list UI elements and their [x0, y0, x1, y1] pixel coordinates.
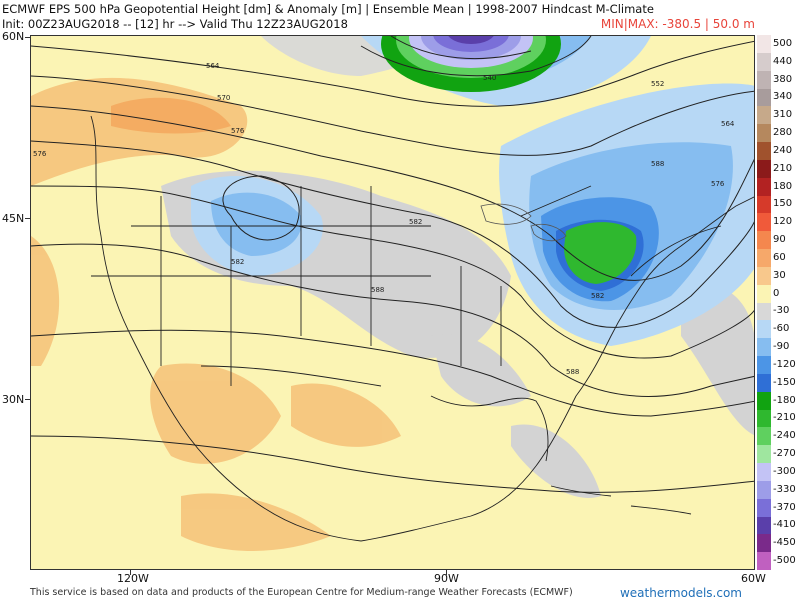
init-valid-time: Init: 00Z23AUG2018 -- [12] hr --> Valid …	[2, 17, 348, 31]
map-title: ECMWF EPS 500 hPa Geopotential Height [d…	[2, 2, 654, 16]
contour-label: 582	[591, 292, 604, 300]
colorbar-cell	[757, 356, 771, 374]
contour-label: 588	[651, 160, 664, 168]
colorbar-cell	[757, 177, 771, 196]
colorbar-cell	[757, 463, 771, 481]
colorbar-label: -180	[773, 394, 796, 406]
lat-tick	[25, 399, 30, 400]
green-anomaly-core	[564, 222, 637, 284]
colorbar-label: 180	[773, 180, 793, 192]
contour-label: 576	[231, 127, 245, 135]
colorbar-label: 440	[773, 55, 793, 67]
brand-link[interactable]: weathermodels.com	[619, 586, 742, 600]
height-contours	[31, 36, 754, 493]
colorbar-cell	[757, 498, 771, 517]
colorbar-cell	[757, 427, 771, 446]
lon-label-120w: 120W	[117, 572, 149, 585]
anomaly-colorbar	[757, 35, 771, 571]
colorbar-label: 30	[773, 269, 786, 281]
colorbar-cell	[757, 70, 771, 89]
colorbar-label: 60	[773, 251, 786, 263]
colorbar-label: -150	[773, 376, 796, 388]
contour-label: 570	[217, 94, 230, 102]
lat-tick	[25, 218, 30, 219]
contour-label: 540	[483, 74, 496, 82]
colorbar-label: 280	[773, 127, 793, 139]
colorbar-cell	[757, 195, 771, 214]
colorbar-cell	[757, 213, 771, 232]
colorbar-label: -300	[773, 465, 796, 477]
colorbar-label: -120	[773, 358, 796, 370]
contour-label: 588	[566, 368, 579, 376]
colorbar-cell	[757, 373, 771, 392]
contour-label: 588	[371, 286, 384, 294]
colorbar-cell	[757, 124, 771, 143]
lon-label-60w: 60W	[741, 572, 766, 585]
colorbar-label: -60	[773, 323, 790, 335]
contour-label: 582	[409, 218, 422, 226]
colorbar-cell	[757, 409, 771, 428]
min-max-readout: MIN|MAX: -380.5 | 50.0 m	[600, 17, 755, 31]
colorbar-cell	[757, 35, 771, 53]
colorbar-label: -270	[773, 448, 796, 460]
colorbar-label: 380	[773, 73, 793, 85]
colorbar-cell	[757, 480, 771, 499]
colorbar-label: 210	[773, 162, 793, 174]
colorbar-cell	[757, 159, 771, 178]
colorbar-cell	[757, 391, 771, 410]
colorbar-cell	[757, 445, 771, 464]
lat-label-45n: 45N	[2, 212, 25, 225]
colorbar-cell	[757, 231, 771, 250]
colorbar-cell	[757, 534, 771, 553]
great-lakes	[480, 203, 567, 242]
colorbar-cell	[757, 52, 771, 71]
ecmwf-credit: This service is based on data and produc…	[30, 587, 573, 598]
colorbar-label: -210	[773, 412, 796, 424]
lat-label-60n: 60N	[2, 30, 25, 43]
colorbar-label: -500	[773, 555, 796, 567]
colorbar-cell	[757, 516, 771, 535]
colorbar-label: -450	[773, 537, 796, 549]
coastlines-borders	[90, 115, 754, 542]
colorbar-cell	[757, 106, 771, 125]
colorbar-label: 0	[773, 287, 780, 299]
colorbar-label: 310	[773, 109, 793, 121]
colorbar-label: 90	[773, 234, 786, 246]
lat-label-30n: 30N	[2, 393, 25, 406]
contour-label: 552	[651, 80, 664, 88]
colorbar-label: -330	[773, 483, 796, 495]
contour-label: 576	[33, 150, 47, 158]
colorbar-cell	[757, 552, 771, 571]
colorbar-label: 240	[773, 144, 793, 156]
contour-label: 564	[721, 120, 735, 128]
polar-low-shading	[381, 36, 561, 92]
colorbar-cell	[757, 302, 771, 321]
colorbar-cell	[757, 338, 771, 357]
colorbar-label: 150	[773, 198, 793, 210]
colorbar-label: -410	[773, 519, 796, 531]
colorbar-cell	[757, 320, 771, 339]
lon-tick	[130, 570, 131, 575]
lon-label-90w: 90W	[434, 572, 459, 585]
contour-label: 564	[206, 62, 220, 70]
colorbar-cell	[757, 284, 771, 303]
colorbar-label: 340	[773, 91, 793, 103]
lon-tick	[446, 570, 447, 575]
colorbar-label: -240	[773, 430, 796, 442]
colorbar-label: -90	[773, 341, 790, 353]
map-panel: 564 570 576 576 582 582 582 588 588 588 …	[30, 35, 755, 570]
colorbar-label: -370	[773, 501, 796, 513]
colorbar-label: 500	[773, 37, 793, 49]
colorbar-cell	[757, 249, 771, 267]
colorbar-cell	[757, 142, 771, 160]
colorbar-label: -30	[773, 305, 790, 317]
contour-label: 576	[711, 180, 725, 188]
colorbar-cell	[757, 266, 771, 285]
contour-label: 582	[231, 258, 244, 266]
lat-tick	[25, 37, 30, 38]
colorbar-label: 120	[773, 216, 793, 228]
colorbar-cell	[757, 88, 771, 107]
